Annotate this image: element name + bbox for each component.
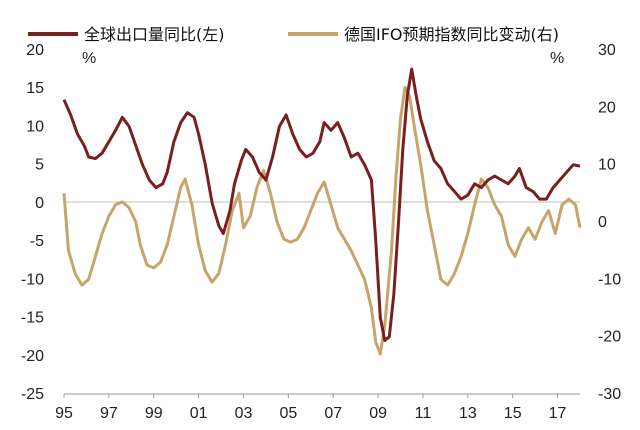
y-left-tick-label: -15 [21,310,44,327]
y-left-tick-label: 10 [26,118,44,135]
x-tick-label: 09 [369,405,387,422]
x-tick-label: 11 [415,405,432,422]
y-left-tick-label: 0 [35,195,44,212]
y-left-tick-label: -20 [21,348,44,365]
y-right-tick-label: -30 [598,386,621,403]
y-right-tick-label: 0 [598,214,607,231]
y-left-tick-label: 5 [35,157,44,174]
right-unit-label: % [550,50,564,67]
y-right-tick-label: -10 [598,271,621,288]
y-right-ticks: 30 20 10 0 -10 -20 -30 [598,42,621,403]
y-left-tick-label: 20 [26,42,44,59]
x-ticks: 95 97 99 01 03 05 07 09 11 13 15 17 [55,394,567,422]
legend-label-ifo: 德国IFO预期指数同比变动(右) [344,25,559,44]
x-tick-label: 15 [504,405,522,422]
legend: 全球出口量同比(左) 德国IFO预期指数同比变动(右) [28,25,559,44]
x-tick-label: 01 [190,405,208,422]
series-line-ifo [62,85,582,356]
x-tick-label: 07 [324,405,342,422]
x-tick-label: 97 [100,405,118,422]
y-right-tick-label: 20 [598,99,616,116]
x-tick-label: 17 [549,405,567,422]
x-tick-label: 03 [235,405,253,422]
x-tick-label: 13 [459,405,477,422]
y-left-tick-label: -5 [30,233,44,250]
series-layer [62,67,582,356]
left-unit-label: % [82,50,96,67]
y-left-ticks: 20 15 10 5 0 -5 -10 -15 -20 -25 [21,42,44,403]
y-left-tick-label: -10 [21,271,44,288]
y-right-tick-label: 30 [598,42,616,59]
series-line-export [62,67,581,342]
x-tick-label: 05 [279,405,297,422]
x-tick-label: 99 [145,405,163,422]
y-left-tick-label: 15 [26,80,44,97]
y-right-tick-label: 10 [598,157,616,174]
y-right-tick-label: -20 [598,329,621,346]
legend-label-export: 全球出口量同比(左) [84,25,225,44]
axes [64,201,580,395]
y-left-tick-label: -25 [21,386,44,403]
x-tick-label: 95 [55,405,73,422]
